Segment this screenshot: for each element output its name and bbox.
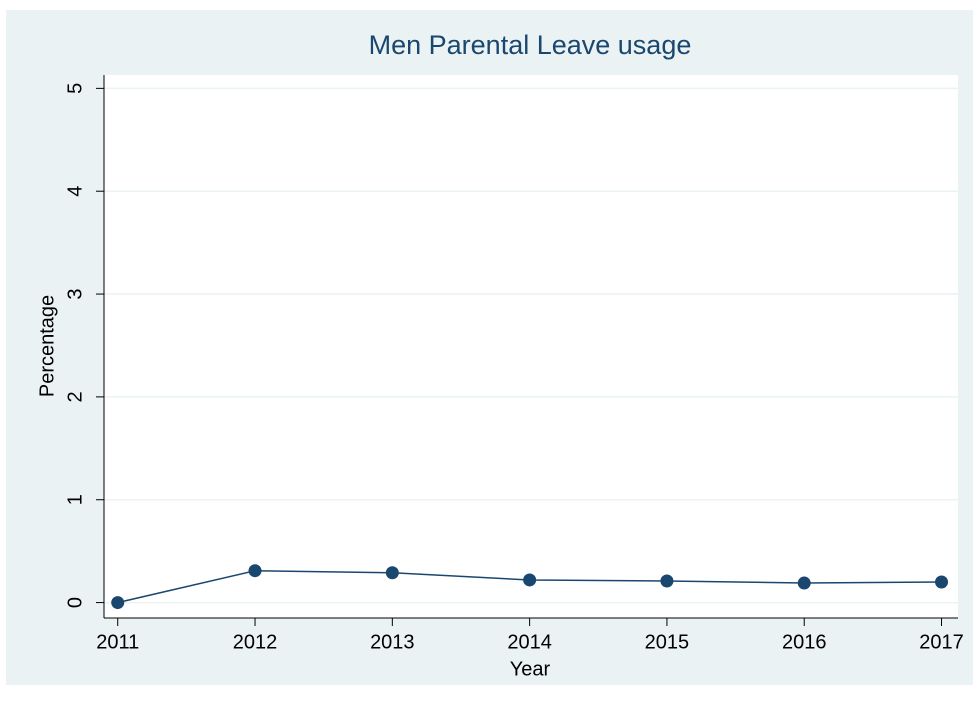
marker	[797, 576, 811, 590]
y-tick-label: 4	[64, 186, 86, 197]
y-tick-label: 0	[64, 597, 86, 608]
chart-title: Men Parental Leave usage	[369, 30, 692, 60]
y-tick-label: 1	[64, 494, 86, 505]
y-tick-label: 3	[64, 288, 86, 299]
x-tick-label: 2017	[919, 631, 964, 653]
y-tick-label: 2	[64, 391, 86, 402]
y-axis-label: Percentage	[36, 295, 58, 397]
marker	[385, 566, 399, 580]
marker	[111, 596, 125, 610]
plot-area	[104, 75, 958, 618]
marker	[935, 575, 949, 589]
y-tick-label: 5	[64, 83, 86, 94]
x-tick-label: 2016	[782, 631, 827, 653]
marker	[660, 574, 674, 588]
x-tick-label: 2014	[507, 631, 552, 653]
marker	[523, 573, 537, 587]
x-tick-label: 2011	[96, 631, 139, 653]
x-tick-label: 2015	[645, 631, 690, 653]
marker	[248, 564, 262, 578]
x-tick-label: 2012	[233, 631, 278, 653]
x-axis-label: Year	[510, 658, 551, 680]
x-tick-label: 2013	[370, 631, 415, 653]
